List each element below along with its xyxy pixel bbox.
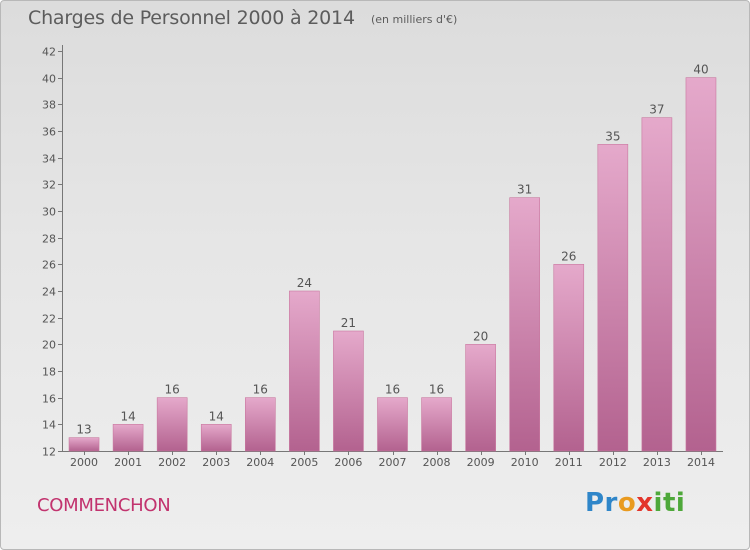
x-tick-label: 2013 — [643, 456, 671, 469]
proxiti-logo: Proxiti — [585, 488, 685, 518]
chart-title: Charges de Personnel 2000 à 2014 — [28, 7, 355, 29]
y-tick-label: 20 — [42, 339, 56, 352]
x-tick-label: 2000 — [70, 456, 98, 469]
y-tick-label: 14 — [42, 419, 56, 432]
y-tick-label: 26 — [42, 259, 56, 272]
x-tick-label: 2004 — [246, 456, 274, 469]
bar — [200, 424, 232, 452]
logo-part-1: Pr — [585, 488, 618, 518]
y-tick-label: 24 — [42, 286, 56, 299]
bar — [245, 397, 276, 452]
data-label: 35 — [605, 129, 620, 143]
y-tick-label: 30 — [42, 206, 56, 219]
data-label: 40 — [693, 63, 708, 77]
bar — [68, 437, 100, 452]
data-label: 37 — [649, 103, 664, 117]
data-label: 16 — [429, 383, 444, 397]
data-label: 24 — [297, 276, 312, 290]
bar — [509, 197, 541, 452]
x-tick-label: 2002 — [158, 456, 186, 469]
x-tick-label: 2006 — [334, 456, 362, 469]
data-label: 20 — [473, 329, 488, 343]
y-tick-label: 16 — [42, 393, 56, 406]
data-label: 16 — [385, 383, 400, 397]
bar — [421, 397, 452, 452]
y-tick-label: 34 — [42, 153, 56, 166]
logo-part-3: x — [636, 488, 654, 518]
bar — [553, 264, 585, 452]
y-tick-label: 42 — [42, 46, 56, 59]
x-tick-label: 2012 — [599, 456, 627, 469]
y-tick-label: 28 — [42, 233, 56, 246]
data-label: 21 — [341, 316, 356, 330]
x-tick-label: 2010 — [511, 456, 539, 469]
y-tick-label: 40 — [42, 73, 56, 86]
bar — [641, 117, 673, 452]
x-tick-label: 2005 — [290, 456, 318, 469]
bar — [112, 424, 144, 452]
y-tick-label: 22 — [42, 313, 56, 326]
bar — [333, 330, 364, 452]
data-label: 16 — [253, 383, 268, 397]
data-label: 26 — [561, 249, 576, 263]
y-tick-label: 12 — [42, 446, 56, 459]
x-tick-label: 2003 — [202, 456, 230, 469]
data-label: 16 — [165, 383, 180, 397]
bar — [156, 397, 188, 452]
y-tick-label: 18 — [42, 366, 56, 379]
bar — [377, 397, 408, 452]
logo-part-2: o — [617, 488, 637, 518]
data-label: 13 — [76, 423, 91, 437]
y-tick-label: 32 — [42, 179, 56, 192]
bar — [685, 77, 717, 452]
chart-subtitle: (en milliers d'€) — [371, 13, 458, 26]
y-tick-label: 36 — [42, 126, 56, 139]
x-tick-label: 2007 — [379, 456, 407, 469]
commune-name: COMMENCHON — [37, 495, 171, 516]
x-tick-label: 2014 — [687, 456, 715, 469]
data-label: 31 — [517, 183, 532, 197]
bar — [289, 290, 320, 452]
data-label: 14 — [209, 409, 224, 423]
logo-part-4: iti — [653, 488, 686, 518]
y-tick-label: 38 — [42, 99, 56, 112]
x-tick-label: 2008 — [423, 456, 451, 469]
x-tick-label: 2011 — [555, 456, 583, 469]
x-tick-label: 2001 — [114, 456, 142, 469]
data-label: 14 — [120, 409, 135, 423]
bar — [465, 344, 496, 452]
bar — [597, 144, 629, 452]
x-tick-label: 2009 — [467, 456, 495, 469]
